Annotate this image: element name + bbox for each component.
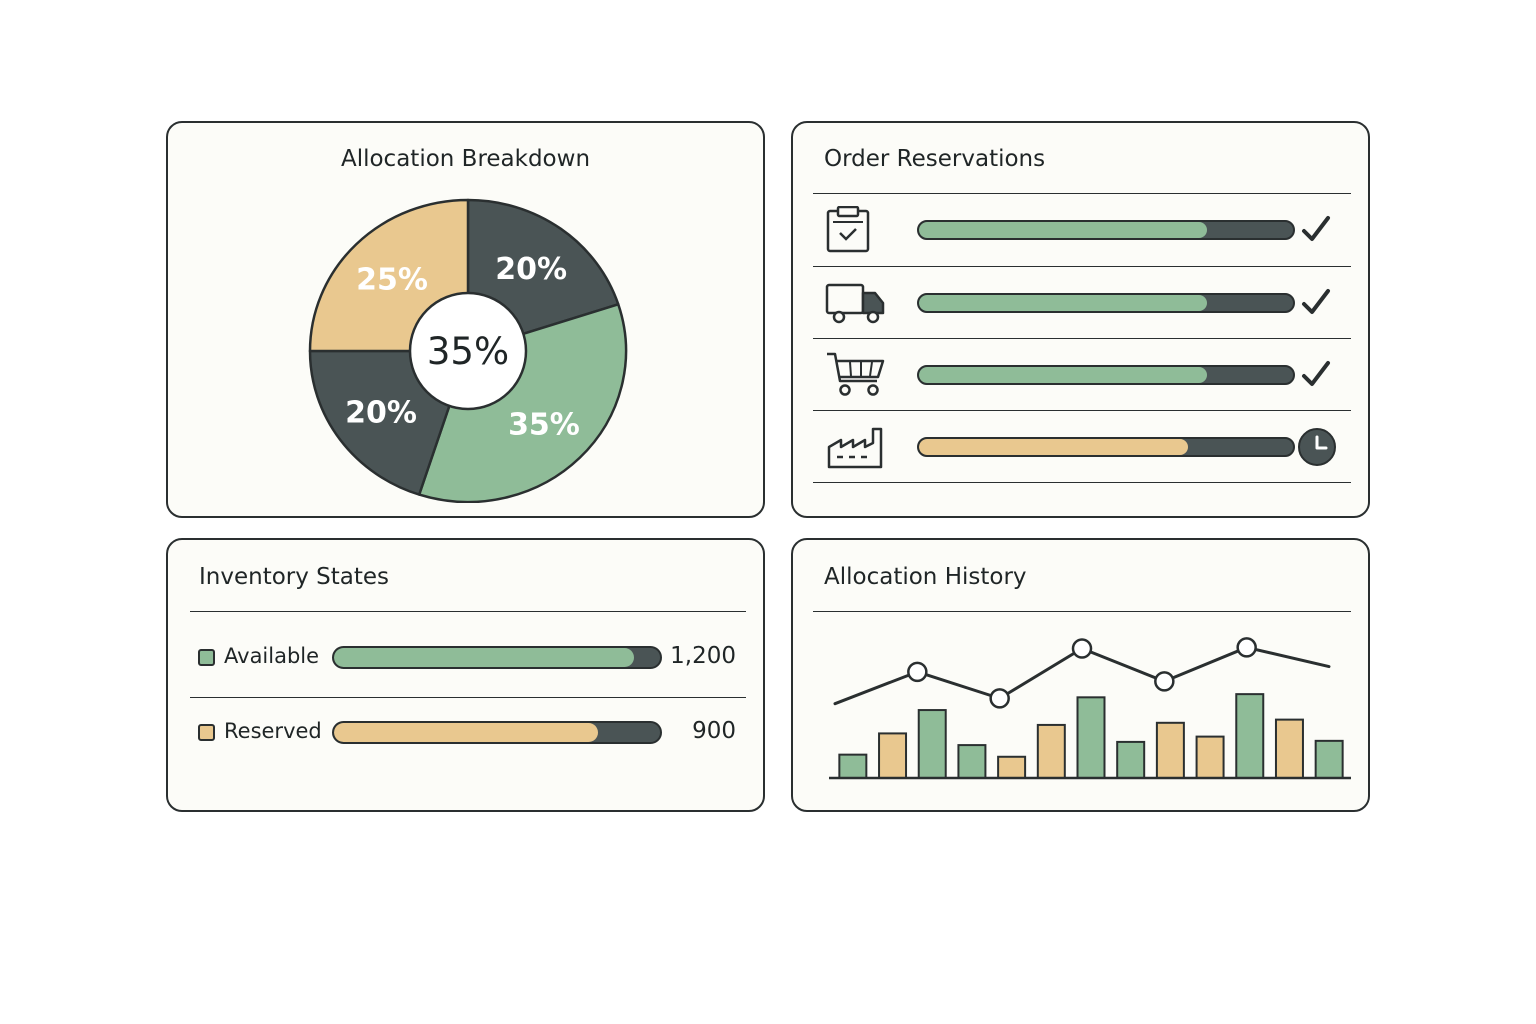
shopping-cart-icon — [827, 352, 885, 396]
order-reservations-title: Order Reservations — [824, 146, 1046, 172]
inventory-row-reserved: Reserved 900 — [190, 703, 746, 763]
reservation-row[interactable] — [813, 411, 1351, 483]
history-bar — [1076, 696, 1106, 780]
history-bar — [878, 732, 908, 779]
allocation-breakdown-card: Allocation Breakdown 20% 35% 20% 25% 35% — [166, 121, 765, 518]
reservation-progress-bar — [917, 437, 1295, 457]
reservations-divider — [813, 338, 1351, 339]
history-bar — [1235, 693, 1265, 780]
history-bar — [957, 744, 987, 779]
clock-icon — [1298, 428, 1336, 466]
inventory-value: 900 — [692, 718, 736, 744]
history-line-point — [989, 688, 1010, 709]
pie-slice-label: 20% — [495, 252, 567, 287]
checkmark-icon — [1302, 289, 1330, 314]
factory-icon — [827, 427, 883, 469]
history-bar — [997, 755, 1027, 780]
checkmark-icon — [1302, 361, 1330, 386]
history-bar — [1274, 718, 1304, 780]
history-bar — [1314, 739, 1344, 779]
inventory-label: Available — [224, 644, 320, 668]
history-divider — [813, 611, 1351, 612]
inventory-states-title: Inventory States — [199, 564, 390, 590]
reservation-row[interactable] — [813, 194, 1351, 266]
history-line-point — [1071, 638, 1093, 659]
reservation-progress-fill — [919, 222, 1207, 238]
reservation-progress-fill — [919, 439, 1189, 455]
clipboard-check-icon — [826, 206, 870, 253]
pie-slice-label: 25% — [356, 262, 428, 297]
inventory-row-available: Available 1,200 — [190, 628, 746, 688]
reservation-progress-bar — [917, 365, 1295, 385]
history-bar — [838, 753, 868, 780]
history-line-point — [1236, 637, 1257, 658]
history-bar — [1116, 740, 1146, 779]
inventory-divider — [190, 697, 746, 698]
checkmark-icon — [1302, 216, 1330, 241]
available-progress-fill — [334, 648, 634, 667]
available-progress-bar — [332, 646, 662, 669]
pie-slice-label: 20% — [345, 395, 417, 430]
available-swatch — [198, 649, 215, 666]
allocation-breakdown-title: Allocation Breakdown — [340, 146, 591, 172]
reservation-progress-bar — [917, 220, 1295, 240]
reserved-swatch — [198, 724, 215, 741]
allocation-history-card: Allocation History — [791, 538, 1370, 812]
reservation-progress-fill — [919, 295, 1207, 311]
reserved-progress-fill — [334, 723, 599, 742]
reservations-divider — [813, 193, 1351, 194]
history-bar — [1195, 735, 1225, 779]
reservation-row[interactable] — [813, 267, 1351, 339]
pie-slice-label: 35% — [508, 408, 580, 443]
allocation-pie-chart: 20% 35% 20% 25% 35% — [308, 198, 628, 503]
inventory-divider — [190, 611, 746, 612]
history-bar — [1036, 723, 1066, 780]
inventory-states-card: Inventory States Available 1,200 Reserve… — [166, 538, 765, 812]
allocation-history-title: Allocation History — [824, 564, 1027, 590]
reservations-divider — [813, 410, 1351, 411]
history-bar — [1155, 721, 1185, 780]
history-bar — [917, 709, 947, 779]
reservations-divider — [813, 482, 1351, 483]
reservation-progress-bar — [917, 293, 1295, 313]
inventory-label: Reserved — [224, 719, 322, 743]
pie-center-hole — [408, 291, 528, 411]
reservation-progress-fill — [919, 367, 1207, 383]
history-line-point — [1154, 671, 1175, 692]
pie-center-label: 35% — [427, 330, 509, 373]
reserved-progress-bar — [332, 721, 662, 744]
allocation-history-chart — [829, 637, 1351, 780]
history-line-point — [907, 661, 928, 683]
delivery-truck-icon — [825, 283, 885, 324]
inventory-value: 1,200 — [670, 643, 736, 669]
reservation-row[interactable] — [813, 339, 1351, 411]
order-reservations-card: Order Reservations — [791, 121, 1370, 518]
reservations-divider — [813, 266, 1351, 267]
